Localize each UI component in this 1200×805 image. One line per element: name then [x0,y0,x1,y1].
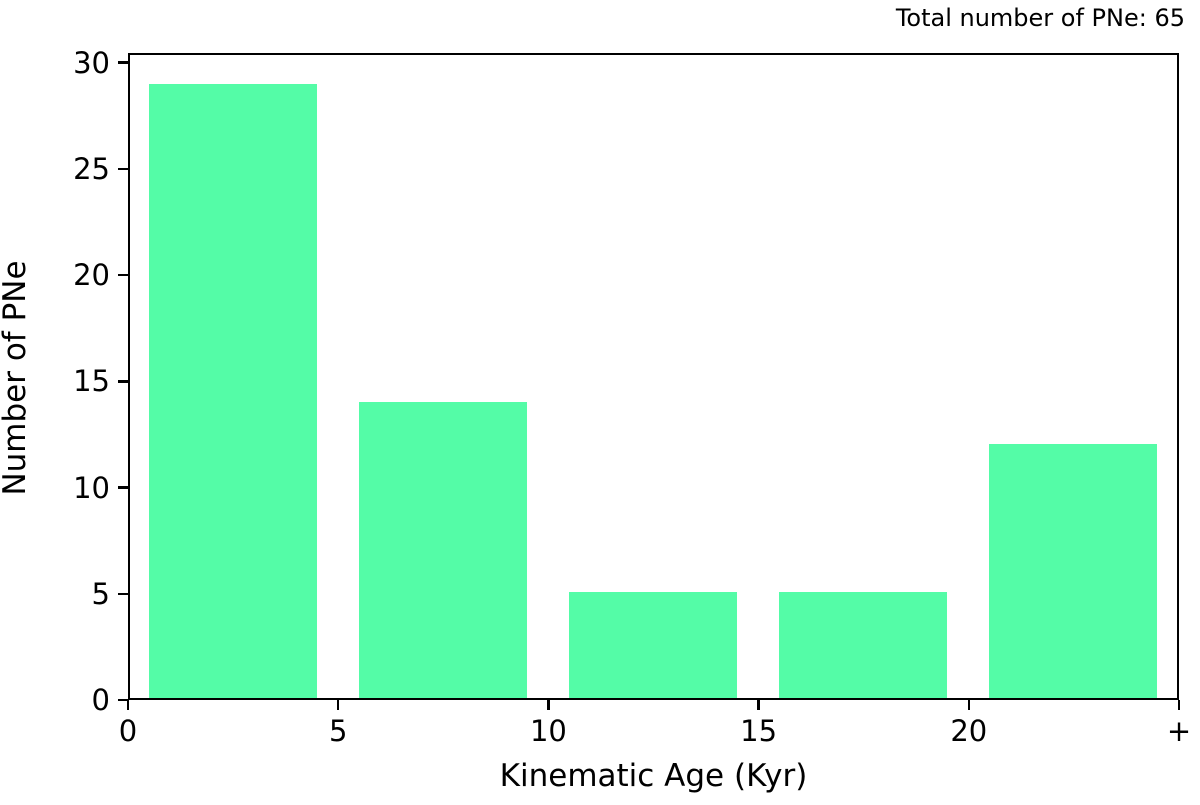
y-tick-label-30: 30 [73,45,110,80]
y-tick-label-0: 0 [91,683,110,717]
y-tick-mark-25 [118,167,128,171]
y-tick-mark-30 [118,61,128,64]
y-tick-mark-0 [118,698,128,702]
y-axis-label: Number of PNe [0,260,33,496]
plot-area [128,53,1179,700]
x-axis-label: Kinematic Age (Kyr) [499,758,808,794]
x-tick-label-5: 5 [328,714,348,748]
y-tick-label-10: 10 [73,470,110,505]
y-tick-mark-5 [118,592,128,595]
y-tick-label-25: 25 [73,151,110,186]
y-tick-label-15: 15 [73,364,110,399]
x-tick-label-0: 0 [118,714,138,748]
total-pne-annotation: Total number of PNe: 65 [895,4,1185,32]
histogram-bar-20+ [989,444,1158,698]
x-tick-mark-0 [126,700,130,710]
histogram-bar-5-10 [358,401,527,698]
x-tick-label-15: 15 [740,714,778,748]
x-tick-mark-15 [757,700,760,710]
x-tick-label-+: + [1166,714,1192,748]
x-tick-mark-20 [967,700,971,710]
y-tick-mark-20 [118,273,128,277]
histogram-bar-0-5 [148,84,317,698]
y-tick-label-20: 20 [73,258,110,293]
x-tick-label-10: 10 [529,714,567,748]
histogram-bar-15-20 [779,592,948,698]
x-tick-mark-5 [336,700,340,710]
x-tick-mark-10 [547,700,550,710]
histogram-bar-10-15 [568,592,738,698]
y-tick-label-5: 5 [91,576,110,611]
x-tick-mark-+ [1177,700,1181,710]
x-tick-label-20: 20 [950,714,988,748]
y-tick-mark-15 [118,380,128,383]
y-tick-mark-10 [118,486,128,489]
